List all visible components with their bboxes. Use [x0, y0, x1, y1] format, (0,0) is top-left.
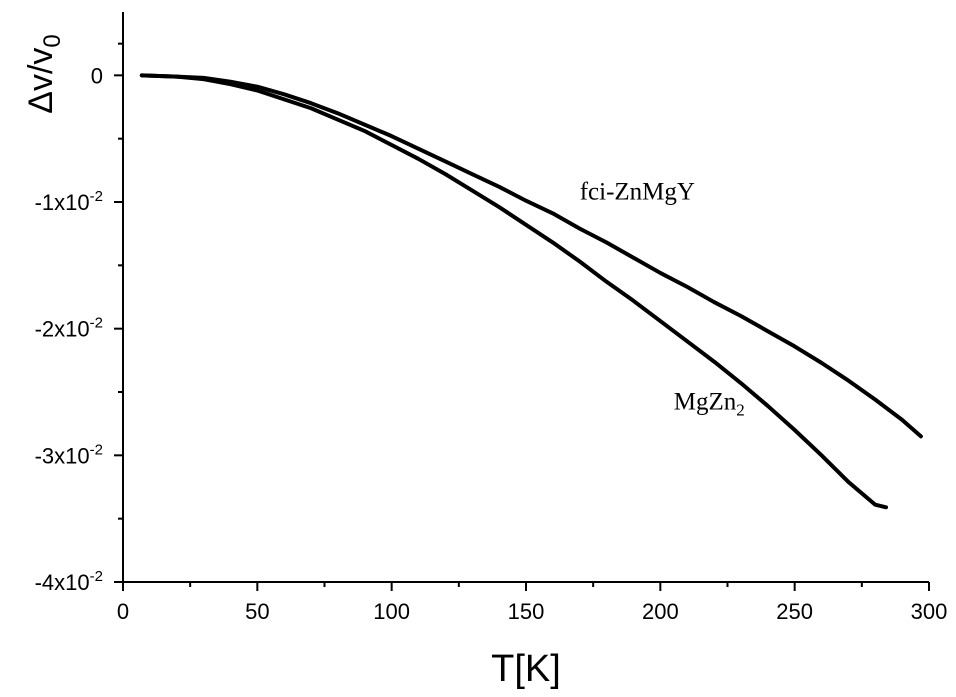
x-axis-label: T[K]: [491, 648, 561, 690]
x-tick-label: 0: [117, 599, 129, 624]
y-tick-label-base: -1x10: [35, 190, 90, 215]
x-tick-label: 300: [911, 599, 948, 624]
y-tick-label-exponent: -2: [90, 568, 103, 585]
series-label-mgzn2: MgZn2: [674, 389, 745, 420]
x-tick-label: 250: [776, 599, 813, 624]
y-tick-label-exponent: -2: [90, 315, 103, 332]
series-label-subscript: 2: [736, 401, 745, 420]
x-tick-label: 200: [642, 599, 679, 624]
series-label-fci: fci-ZnMgY: [580, 178, 695, 205]
y-tick-label: -3x10-2: [35, 441, 103, 468]
ticks: 0 50 100 150 200 250 3000-1x10-2-2x10-2-3x10-2…: [35, 42, 948, 624]
y-axis-label-text: Δv/v: [22, 48, 60, 114]
y-tick-label-exponent: -2: [90, 188, 103, 205]
y-tick-label-base: -4x10: [35, 570, 90, 595]
x-tick-label: 100: [373, 599, 410, 624]
series-label-text: MgZn: [674, 389, 737, 416]
y-axis-label-subscript: 0: [39, 34, 66, 47]
y-tick-label-base: -2x10: [35, 317, 90, 342]
y-tick-label: -4x10-2: [35, 568, 103, 595]
axes: [122, 12, 929, 583]
series-line-mgzn2: [139, 73, 889, 510]
y-tick-label-base: 0: [91, 63, 103, 88]
series-label-text: fci-ZnMgY: [580, 178, 695, 205]
y-tick-label-base: -3x10: [35, 443, 90, 468]
y-tick-label-exponent: -2: [90, 441, 103, 458]
series-layer: [139, 73, 923, 510]
x-tick-label: 50: [245, 599, 269, 624]
y-axis-label: Δv/v0: [22, 34, 66, 114]
y-tick-label: -2x10-2: [35, 315, 103, 342]
x-tick-label: 150: [508, 599, 545, 624]
series-line-fci: [139, 73, 923, 439]
y-tick-label: 0: [91, 63, 103, 88]
y-tick-label: -1x10-2: [35, 188, 103, 215]
